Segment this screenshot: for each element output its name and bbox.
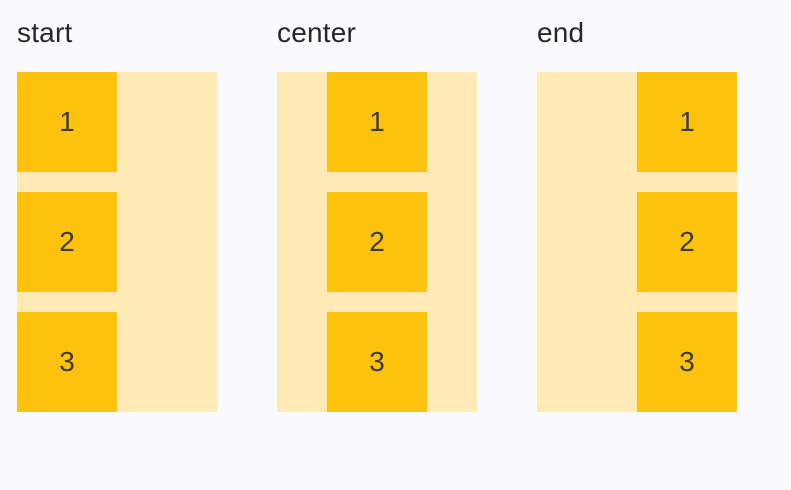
column-label-end: end [537,17,585,48]
flex-item: 1 [17,72,117,172]
flex-item: 3 [17,312,117,412]
column-end: end 1 2 3 [537,14,737,412]
flex-item: 1 [637,72,737,172]
flex-item: 2 [637,192,737,292]
flex-item: 2 [327,192,427,292]
flex-item: 3 [327,312,427,412]
column-label-start: start [17,17,73,48]
flex-item: 1 [327,72,427,172]
flex-container-start: 1 2 3 [17,72,217,412]
flex-container-end: 1 2 3 [537,72,737,412]
column-label-center: center [277,17,357,48]
column-center: center 1 2 3 [277,14,477,412]
flex-item: 3 [637,312,737,412]
flex-item: 2 [17,192,117,292]
column-start: start 1 2 3 [17,14,217,412]
flex-container-center: 1 2 3 [277,72,477,412]
